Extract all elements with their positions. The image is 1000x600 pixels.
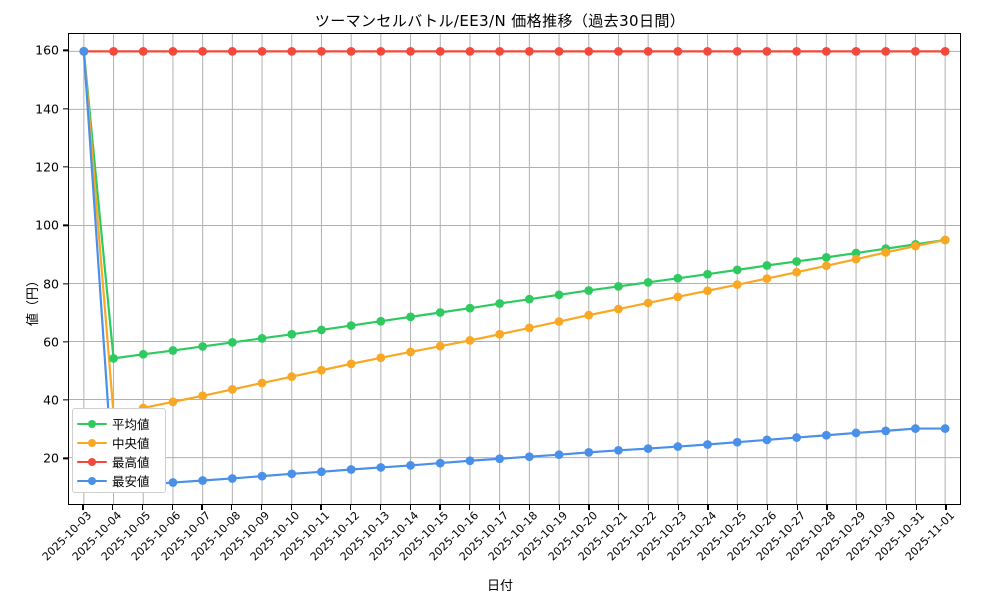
legend-marker-icon [77,436,107,450]
x-tick-label: 2025-10-18 [486,509,541,564]
x-tick-mark [796,505,798,510]
x-tick-mark [647,505,650,510]
x-tick-label: 2025-11-01 [902,509,958,564]
x-tick-mark [766,505,769,510]
x-tick-mark [141,505,144,510]
chart-title: ツーマンセルバトル/EE3/N 価格推移（過去30日間） [314,12,686,30]
x-tick-label: 2025-10-15 [396,509,452,564]
x-tick-mark [528,505,531,510]
x-axis-label: 日付 [486,579,513,594]
x-tick-label: 2025-10-09 [218,509,273,564]
x-tick-mark [409,505,411,510]
x-tick-mark [290,505,292,510]
legend-item[interactable]: 最高値 [77,452,161,471]
x-tick-label: 2025-10-24 [664,509,720,564]
x-tick-mark [439,505,441,510]
legend-marker-icon [77,474,107,488]
x-tick-label: 2025-10-13 [337,509,392,564]
legend-label: 最安値 [112,474,150,489]
x-tick-label: 2025-10-03 [39,509,95,564]
x-tick-label: 2025-10-16 [426,509,482,564]
x-tick-label: 2025-10-27 [754,509,809,564]
x-tick-mark [231,505,233,510]
x-tick-mark [112,505,114,510]
x-tick-label: 2025-10-25 [694,509,749,564]
x-tick-label: 2025-10-22 [605,509,660,564]
x-tick-mark [915,505,917,510]
x-tick-mark [498,505,501,510]
x-tick-mark [469,505,471,510]
x-tick-mark [320,505,322,510]
x-tick-mark [171,505,173,510]
x-tick-mark [707,505,709,510]
x-tick-label: 2025-10-10 [248,509,303,564]
x-tick-mark [618,505,620,510]
plot-canvas [69,34,960,504]
x-tick-label: 2025-10-05 [99,509,154,564]
x-tick-label: 2025-10-08 [188,509,243,564]
legend-marker-icon [77,417,107,431]
x-tick-label: 2025-10-07 [158,509,214,564]
x-tick-label: 2025-10-23 [634,509,690,564]
legend-marker-icon [77,455,107,469]
legend-label: 平均値 [112,417,150,432]
x-tick-label: 2025-10-11 [277,509,333,564]
x-tick-label: 2025-10-31 [873,509,928,564]
y-axis-label: 値（円） [26,274,41,327]
x-tick-label: 2025-10-21 [575,509,630,564]
x-tick-mark [82,505,84,510]
x-tick-label: 2025-10-28 [783,509,839,564]
x-tick-label: 2025-10-12 [307,509,362,564]
x-tick-mark [350,505,352,510]
x-tick-mark [856,505,858,510]
chart-legend: 平均値 中央値 最高値 最安値 [72,408,166,493]
legend-item[interactable]: 中央値 [77,433,161,452]
x-tick-label: 2025-10-17 [456,509,511,564]
x-tick-mark [201,505,203,510]
x-tick-mark [588,505,590,510]
x-tick-label: 2025-10-14 [367,509,422,564]
x-tick-mark [885,505,888,510]
x-tick-label: 2025-10-06 [128,509,184,564]
x-tick-label: 2025-10-26 [724,509,779,564]
x-tick-label: 2025-10-29 [813,509,869,564]
x-tick-mark [945,505,947,510]
x-tick-mark [826,505,828,510]
x-tick-mark [260,505,263,510]
x-tick-label: 2025-10-04 [69,509,124,564]
legend-item[interactable]: 平均値 [77,414,161,433]
plot-area [68,33,961,505]
x-tick-mark [379,505,382,510]
x-tick-mark [677,505,679,510]
legend-label: 最高値 [112,455,150,470]
x-tick-label: 2025-10-20 [545,509,601,564]
x-tick-mark [558,505,560,510]
legend-label: 中央値 [112,436,150,451]
legend-item[interactable]: 最安値 [77,471,161,490]
x-tick-mark [737,505,739,510]
x-tick-label: 2025-10-30 [843,509,898,564]
x-tick-label: 2025-10-19 [515,509,571,564]
